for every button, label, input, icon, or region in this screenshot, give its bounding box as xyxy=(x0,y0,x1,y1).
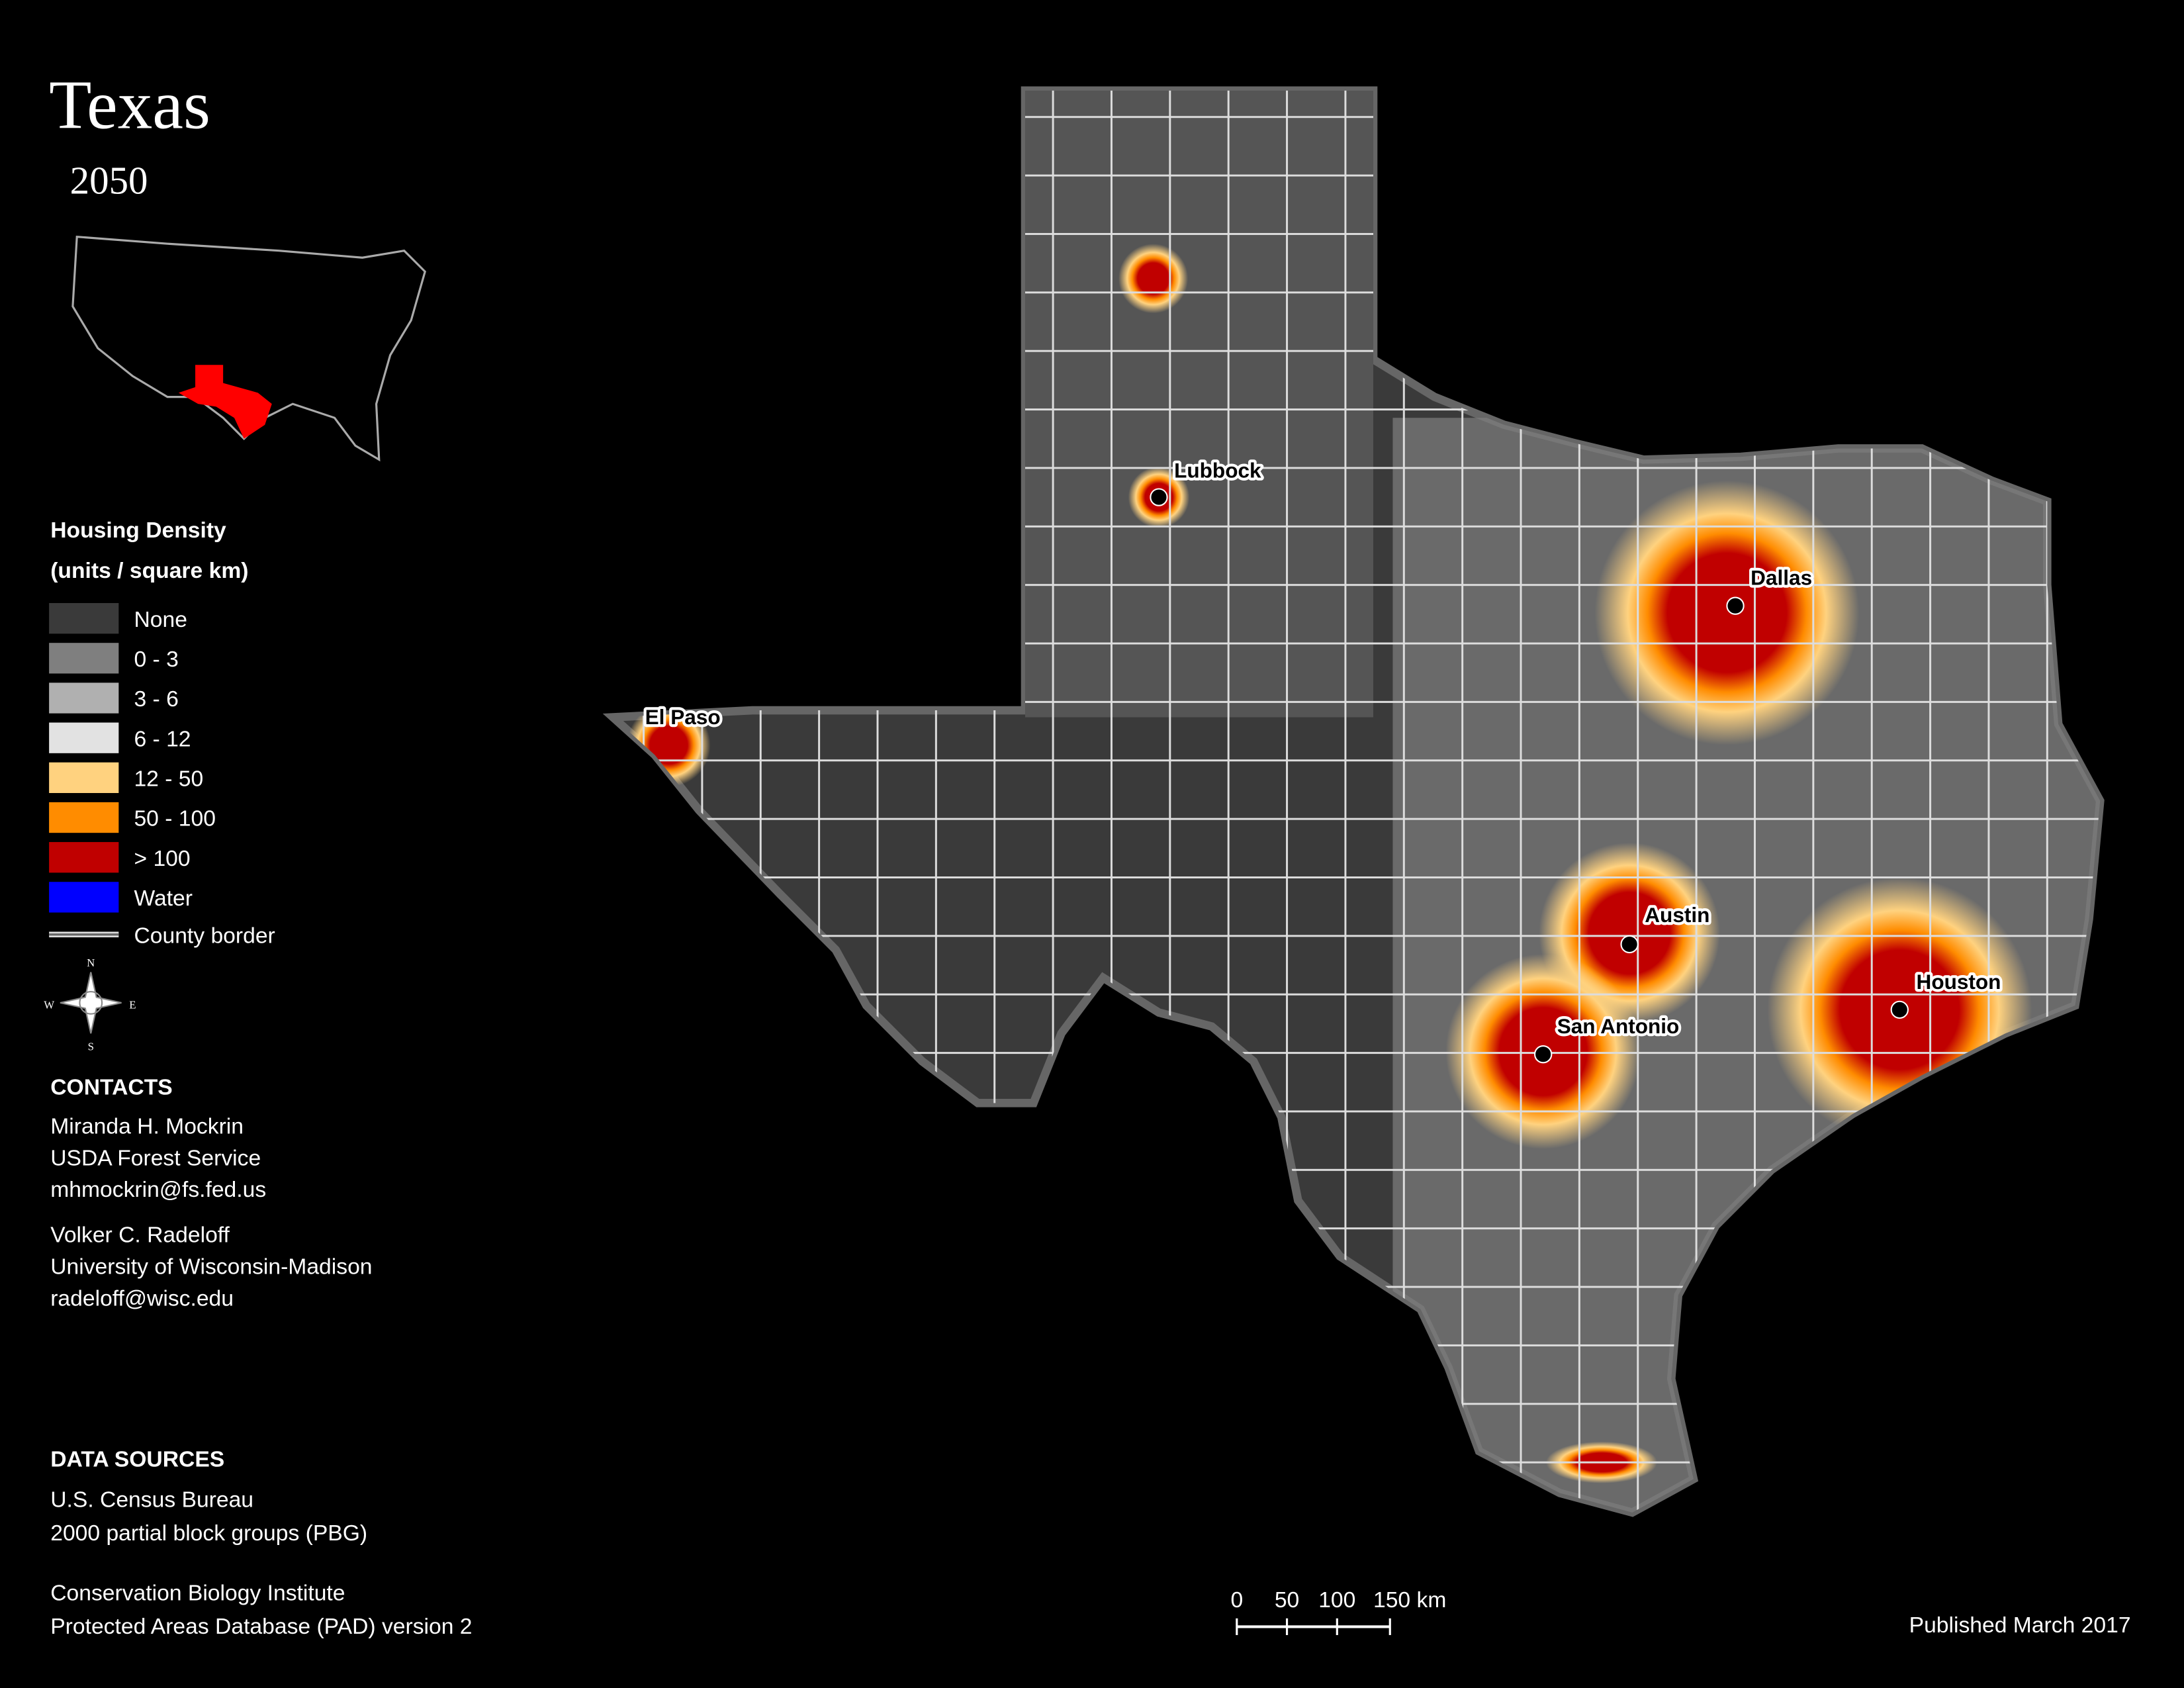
us-inset xyxy=(71,235,426,462)
contact-line: radeloff@wisc.edu xyxy=(50,1286,234,1311)
legend-label: 0 - 3 xyxy=(134,647,178,672)
contact-line: USDA Forest Service xyxy=(50,1146,261,1170)
city-label: Austin xyxy=(1645,903,1709,927)
compass-letter: S xyxy=(88,1040,94,1053)
source-line: U.S. Census Bureau xyxy=(50,1487,253,1512)
city-label: El Paso xyxy=(645,705,721,729)
city-dot xyxy=(1890,1000,1909,1019)
scale-label: 0 xyxy=(1230,1588,1243,1613)
legend-label: None xyxy=(134,608,187,632)
source-line: 2000 partial block groups (PBG) xyxy=(50,1521,367,1546)
contact-line: University of Wisconsin-Madison xyxy=(50,1254,372,1279)
compass-letter: E xyxy=(129,998,136,1011)
subtitle: 2050 xyxy=(70,159,148,202)
contact-line: Volker C. Radeloff xyxy=(50,1223,230,1248)
city-label: Dallas xyxy=(1751,566,1812,590)
scale-label: 100 xyxy=(1318,1588,1355,1613)
city-dot xyxy=(1150,488,1168,506)
legend-swatch xyxy=(49,802,119,833)
source-line: Protected Areas Database (PAD) version 2 xyxy=(50,1615,472,1639)
legend-label: 50 - 100 xyxy=(134,807,216,831)
compass-letter: N xyxy=(87,957,95,969)
city-label: Lubbock xyxy=(1174,459,1261,483)
legend-swatch xyxy=(49,603,119,634)
city-dot xyxy=(1726,596,1745,615)
legend-label: Water xyxy=(134,886,193,911)
city-label: San Antonio xyxy=(1557,1014,1680,1038)
legend-swatch xyxy=(49,722,119,753)
legend-label: County border xyxy=(134,923,275,948)
contacts-heading: CONTACTS xyxy=(50,1076,172,1100)
scale-label: 50 xyxy=(1275,1588,1299,1613)
legend-label: > 100 xyxy=(134,847,190,871)
legend-label: 6 - 12 xyxy=(134,727,191,751)
scale-label: 150 km xyxy=(1373,1588,1446,1613)
legend-label: 3 - 6 xyxy=(134,687,178,712)
legend-swatch xyxy=(49,762,119,793)
legend-swatch xyxy=(49,643,119,674)
city-label: Houston xyxy=(1917,970,2001,994)
compass: N E S W xyxy=(44,957,136,1053)
city-dot xyxy=(1534,1045,1553,1064)
legend-swatch xyxy=(49,682,119,714)
legend-label: 12 - 50 xyxy=(134,767,203,791)
legend-swatch xyxy=(49,842,119,873)
legend-units: (units / square km) xyxy=(50,559,248,583)
legend-heading: Housing Density xyxy=(50,518,226,543)
published: Published March 2017 xyxy=(1909,1613,2131,1638)
sources-heading: DATA SOURCES xyxy=(50,1447,224,1472)
contact-line: mhmockrin@fs.fed.us xyxy=(50,1178,266,1202)
compass-letter: W xyxy=(44,998,54,1011)
contact-line: Miranda H. Mockrin xyxy=(50,1115,244,1139)
title: Texas xyxy=(49,66,210,144)
source-line: Conservation Biology Institute xyxy=(50,1581,345,1605)
legend-swatch xyxy=(49,882,119,913)
city-dot xyxy=(1620,935,1639,954)
